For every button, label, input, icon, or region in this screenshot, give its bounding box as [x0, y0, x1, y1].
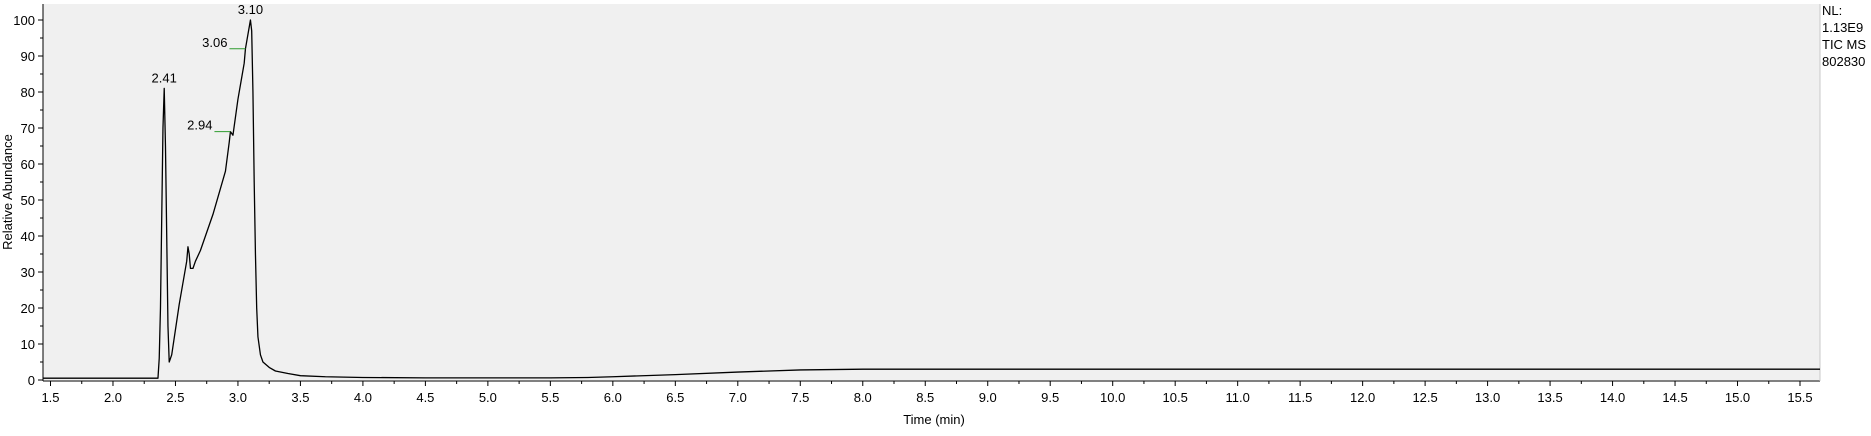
y-tick-label: 90 — [21, 49, 35, 64]
peak-label: 2.41 — [152, 70, 177, 85]
info-line: 1.13E9 — [1822, 20, 1863, 35]
x-tick-label: 6.0 — [604, 390, 622, 405]
plot-area — [43, 4, 1820, 380]
y-tick-label: 0 — [28, 373, 35, 388]
x-tick-label: 11.5 — [1288, 390, 1312, 405]
y-tick-label: 100 — [13, 13, 35, 28]
x-tick-label: 8.0 — [854, 390, 872, 405]
x-tick-label: 12.0 — [1350, 390, 1375, 405]
y-axis-title: Relative Abundance — [0, 134, 15, 250]
x-tick-label: 2.0 — [104, 390, 122, 405]
y-tick-label: 80 — [21, 85, 35, 100]
x-tick-label: 7.0 — [729, 390, 747, 405]
x-tick-label: 5.5 — [541, 390, 559, 405]
x-tick-label: 12.5 — [1412, 390, 1437, 405]
x-tick-label: 13.0 — [1475, 390, 1500, 405]
info-line: TIC MS — [1822, 37, 1866, 52]
x-tick-label: 4.0 — [354, 390, 372, 405]
x-tick-label: 11.0 — [1225, 390, 1249, 405]
y-tick-label: 50 — [21, 193, 35, 208]
x-tick-label: 15.5 — [1787, 390, 1812, 405]
y-tick-label: 60 — [21, 157, 35, 172]
x-tick-label: 14.0 — [1600, 390, 1625, 405]
x-tick-label: 14.5 — [1662, 390, 1687, 405]
y-tick-label: 40 — [21, 229, 35, 244]
info-line: 802830 — [1822, 54, 1865, 69]
x-tick-label: 7.5 — [791, 390, 809, 405]
x-tick-label: 9.0 — [979, 390, 997, 405]
y-tick-label: 20 — [21, 301, 35, 316]
x-tick-label: 1.5 — [41, 390, 59, 405]
x-tick-label: 13.5 — [1537, 390, 1562, 405]
normalization-info: NL: 1.13E9 TIC MS 802830 — [1822, 3, 1866, 69]
x-tick-label: 9.5 — [1041, 390, 1059, 405]
peak-label: 3.10 — [238, 2, 263, 17]
x-tick-label: 3.0 — [229, 390, 247, 405]
x-tick-label: 10.0 — [1100, 390, 1125, 405]
y-tick-label: 30 — [21, 265, 35, 280]
x-tick-label: 5.0 — [479, 390, 497, 405]
x-tick-label: 15.0 — [1725, 390, 1750, 405]
tic-series-line — [43, 19, 1820, 379]
x-tick-label: 6.5 — [666, 390, 684, 405]
x-tick-label: 3.5 — [291, 390, 309, 405]
x-tick-label: 8.5 — [916, 390, 934, 405]
peak-label: 3.06 — [202, 35, 227, 50]
y-tick-label: 10 — [21, 337, 35, 352]
x-tick-label: 2.5 — [166, 390, 184, 405]
x-axis-title: Time (min) — [903, 412, 965, 427]
y-tick-label: 70 — [21, 121, 35, 136]
info-line: NL: — [1822, 3, 1842, 18]
x-tick-label: 4.5 — [416, 390, 434, 405]
x-tick-label: 10.5 — [1163, 390, 1188, 405]
peak-label: 2.94 — [187, 118, 212, 133]
